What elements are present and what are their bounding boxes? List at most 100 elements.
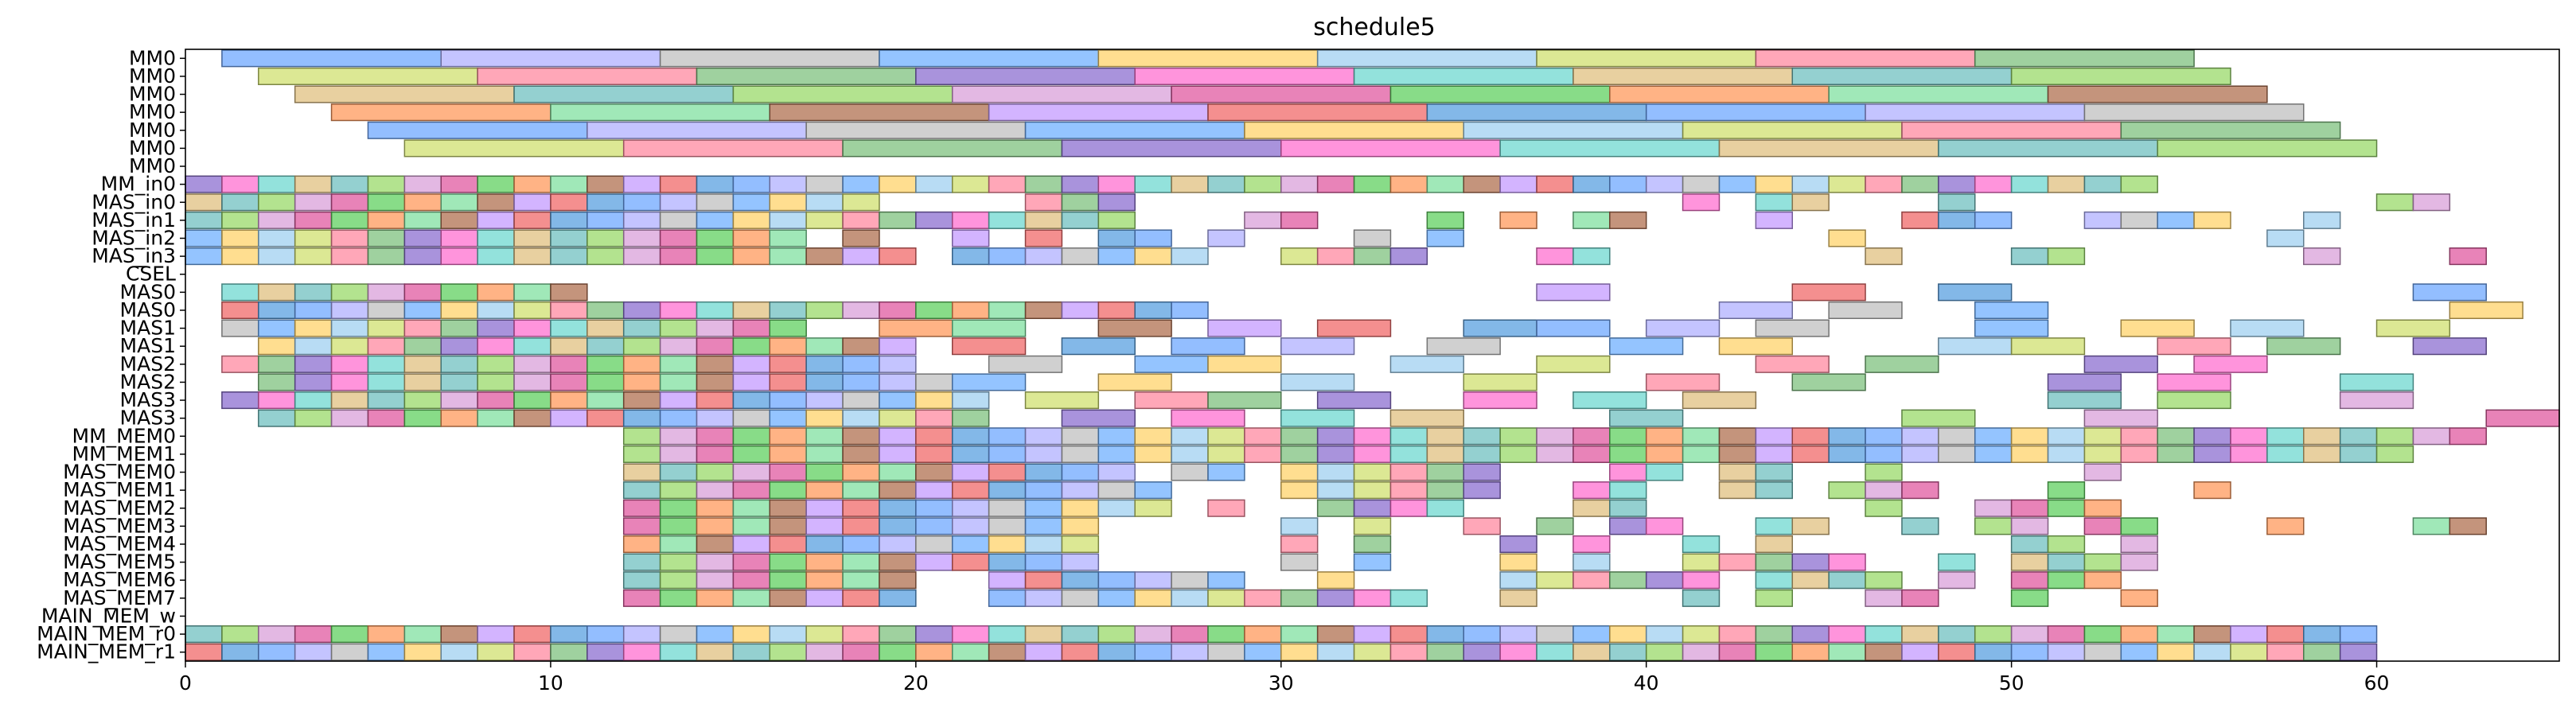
y-axis: MM0MM0MM0MM0MM0MM0MM0MM_in0MAS_in0MAS_in… xyxy=(37,46,185,664)
schedule-bar xyxy=(330,643,369,661)
schedule-bar xyxy=(1097,499,1136,517)
schedule-bar xyxy=(550,211,588,229)
schedule-bar xyxy=(1353,229,1392,247)
schedule-bar xyxy=(732,517,771,535)
schedule-bar xyxy=(1171,589,1209,607)
schedule-bar xyxy=(1463,445,1501,463)
schedule-bar xyxy=(550,391,588,410)
schedule-bar xyxy=(221,391,259,410)
schedule-bar xyxy=(805,211,844,229)
schedule-bar xyxy=(2120,319,2195,337)
schedule-bar xyxy=(1974,319,2049,337)
schedule-bar xyxy=(1389,175,1428,193)
schedule-bar xyxy=(1536,625,1574,644)
schedule-bar xyxy=(185,247,223,266)
schedule-bar xyxy=(2083,517,2122,535)
schedule-bar xyxy=(915,373,953,391)
schedule-bar xyxy=(1609,85,1830,103)
schedule-bar xyxy=(732,499,771,517)
schedule-bar xyxy=(1353,589,1392,607)
schedule-bar xyxy=(915,643,953,661)
schedule-bar xyxy=(732,355,771,373)
schedule-bar xyxy=(1974,175,2013,193)
schedule-bar xyxy=(1463,643,1501,661)
schedule-bar xyxy=(2047,625,2086,644)
schedule-bar xyxy=(2157,445,2195,463)
schedule-bar xyxy=(2412,193,2451,212)
schedule-bar xyxy=(513,643,551,661)
schedule-bar xyxy=(1791,445,1830,463)
schedule-bar xyxy=(367,409,406,427)
schedule-bar xyxy=(769,553,807,571)
schedule-bar xyxy=(258,373,296,391)
schedule-bar xyxy=(659,301,698,320)
schedule-bar xyxy=(1061,625,1100,644)
schedule-bar xyxy=(1499,625,1537,644)
schedule-bar xyxy=(2193,211,2231,229)
schedule-bar xyxy=(440,301,478,320)
schedule-bar xyxy=(1791,625,1830,644)
schedule-bar xyxy=(1024,571,1063,590)
schedule-bar xyxy=(1865,175,1903,193)
schedule-bar xyxy=(1645,445,1684,463)
schedule-bar xyxy=(1389,247,1428,266)
schedule-bar xyxy=(1134,301,1172,320)
schedule-bar xyxy=(294,175,333,193)
schedule-bar xyxy=(1097,643,1136,661)
y-tick-label: MAS_in0 xyxy=(92,190,176,213)
y-tick-label: MM0 xyxy=(129,154,176,177)
schedule-bar xyxy=(1389,481,1428,500)
schedule-bar xyxy=(403,229,442,247)
schedule-bar xyxy=(258,211,296,229)
schedule-bar xyxy=(1755,481,1794,500)
schedule-bar xyxy=(1682,625,1721,644)
schedule-bar xyxy=(587,355,625,373)
y-tick-label: MAS_MEM2 xyxy=(63,496,176,520)
schedule-bar xyxy=(330,391,369,410)
schedule-bar xyxy=(587,193,625,212)
schedule-bar xyxy=(1974,427,2013,446)
schedule-bar xyxy=(2120,643,2158,661)
schedule-bar xyxy=(1280,409,1355,427)
schedule-bar xyxy=(1609,445,1647,463)
schedule-bar xyxy=(550,229,588,247)
schedule-bar xyxy=(550,409,588,427)
schedule-bar xyxy=(1901,175,1939,193)
schedule-bar xyxy=(367,175,406,193)
schedule-bar xyxy=(1061,427,1100,446)
schedule-bar xyxy=(1244,445,1282,463)
schedule-bar xyxy=(2083,499,2122,517)
schedule-bar xyxy=(1061,463,1100,481)
schedule-bar xyxy=(1280,427,1319,446)
schedule-bar xyxy=(696,409,735,427)
schedule-bar xyxy=(1791,175,1830,193)
schedule-bar xyxy=(403,355,442,373)
schedule-bar xyxy=(367,211,406,229)
schedule-bar xyxy=(1316,175,1355,193)
schedule-bar xyxy=(622,229,661,247)
schedule-bar xyxy=(330,283,369,302)
schedule-bar xyxy=(1426,499,1464,517)
schedule-bar xyxy=(1499,445,1537,463)
schedule-bar xyxy=(1316,625,1355,644)
schedule-bar xyxy=(988,589,1027,607)
y-tick-label: MM_MEM1 xyxy=(72,442,176,465)
schedule-bar xyxy=(805,589,844,607)
schedule-bar xyxy=(1097,625,1136,644)
schedule-bar xyxy=(1316,445,1355,463)
schedule-bar xyxy=(951,463,990,481)
schedule-bar xyxy=(1024,247,1063,266)
schedule-bar xyxy=(769,229,807,247)
schedule-bar xyxy=(1938,643,1976,661)
schedule-bar xyxy=(1463,517,1501,535)
schedule-bar xyxy=(587,319,625,337)
schedule-bar xyxy=(1097,463,1136,481)
schedule-bar xyxy=(1244,589,1282,607)
schedule-bar xyxy=(696,355,735,373)
schedule-bar xyxy=(696,535,735,554)
schedule-bar xyxy=(1718,175,1757,193)
schedule-bar xyxy=(1280,373,1355,391)
schedule-bar xyxy=(1572,67,1794,85)
schedule-bar xyxy=(1645,103,1866,122)
schedule-bar xyxy=(258,625,296,644)
